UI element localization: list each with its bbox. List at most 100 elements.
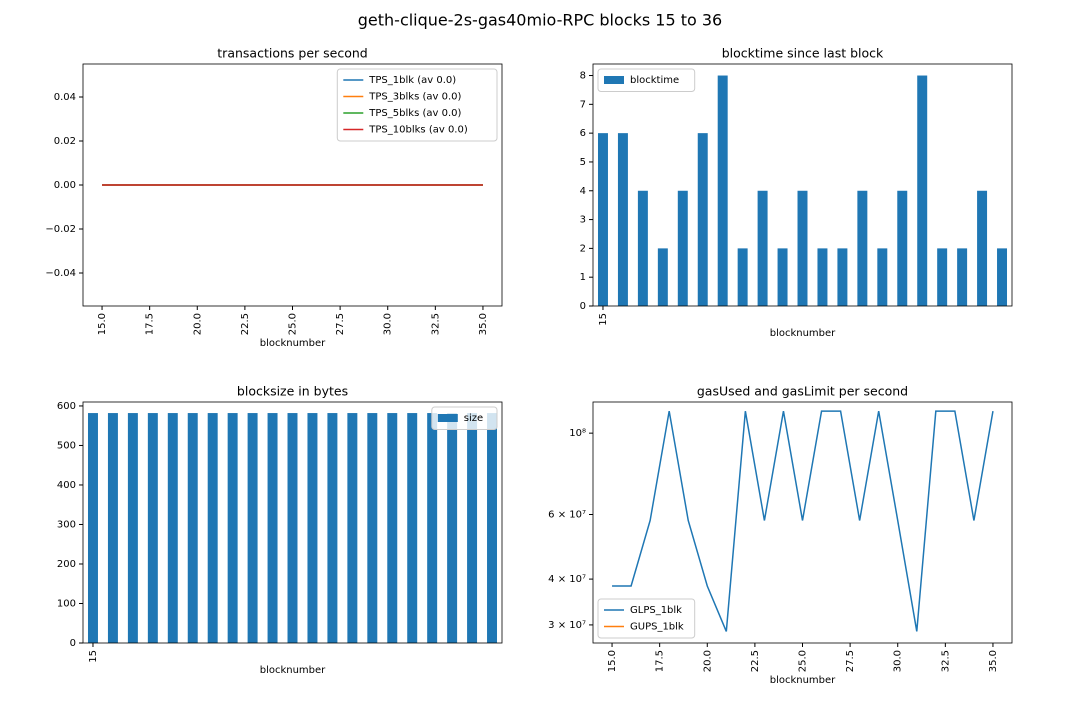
legend-label: blocktime — [630, 75, 679, 86]
x-axis-label: blocknumber — [260, 665, 326, 676]
bar — [407, 413, 418, 643]
bar — [487, 413, 498, 643]
y-tick-label: 0.00 — [54, 180, 76, 191]
bar — [617, 133, 628, 306]
y-tick-label: 4 × 10⁷ — [548, 574, 586, 585]
x-tick-label: 15.0 — [607, 650, 618, 672]
bar — [757, 190, 768, 306]
x-tick-label: 30.0 — [383, 313, 394, 335]
x-tick-label: 32.5 — [940, 650, 951, 672]
y-tick-label: 300 — [57, 519, 76, 530]
legend-swatch — [604, 76, 624, 84]
legend-box — [336, 68, 498, 142]
y-tick-label: 100 — [57, 598, 76, 609]
bar — [187, 413, 198, 643]
x-tick-label: 22.5 — [240, 313, 251, 335]
bar — [597, 133, 608, 306]
bar — [837, 248, 848, 306]
x-tick-label: 15 — [88, 650, 99, 663]
x-tick-label: 25.0 — [798, 650, 809, 672]
x-tick-label: 27.5 — [335, 313, 346, 335]
chart-title: blocksize in bytes — [237, 384, 348, 399]
bar — [877, 248, 888, 306]
bar — [977, 190, 988, 306]
x-tick-label: 17.5 — [655, 650, 666, 672]
axes-frame — [592, 63, 1013, 307]
y-tick-label: 0 — [580, 301, 586, 312]
chart-title: gasUsed and gasLimit per second — [697, 384, 908, 399]
y-tick-label: 500 — [57, 440, 76, 451]
bar — [367, 413, 378, 643]
y-tick-label: 200 — [57, 559, 76, 570]
bar — [937, 248, 948, 306]
y-tick-label: 6 × 10⁷ — [548, 510, 586, 521]
y-tick-label: 3 — [580, 215, 586, 226]
y-tick-label: −0.02 — [45, 224, 76, 235]
figure-title: geth-clique-2s-gas40mio-RPC blocks 15 to… — [358, 11, 722, 30]
legend-box — [597, 68, 696, 92]
bar — [657, 248, 668, 306]
bar — [817, 248, 828, 306]
bar — [347, 413, 358, 643]
bar — [677, 190, 688, 306]
x-tick-label: 30.0 — [893, 650, 904, 672]
y-tick-label: 0.02 — [54, 136, 76, 147]
x-tick-label: 15.0 — [97, 313, 108, 335]
legend-label: TPS_10blks (av 0.0) — [368, 125, 468, 136]
y-tick-label: 3 × 10⁷ — [548, 620, 586, 631]
bar — [387, 413, 398, 643]
bar — [857, 190, 868, 306]
y-tick-label: −0.04 — [45, 268, 76, 279]
y-tick-label: 0 — [70, 638, 76, 649]
legend-label: GLPS_1blk — [630, 605, 682, 616]
x-axis-label: blocknumber — [770, 675, 836, 686]
bar — [267, 413, 278, 643]
bar — [427, 413, 438, 643]
y-tick-label: 7 — [580, 99, 586, 110]
bar — [147, 413, 158, 643]
line — [612, 410, 994, 632]
x-axis-label: blocknumber — [770, 328, 836, 339]
x-tick-label: 20.0 — [702, 650, 713, 672]
x-tick-label: 27.5 — [845, 650, 856, 672]
y-tick-label: 0.04 — [54, 92, 76, 103]
y-tick-label: 400 — [57, 480, 76, 491]
y-tick-label: 600 — [57, 401, 76, 412]
legend-box — [431, 406, 498, 430]
bar — [917, 75, 928, 307]
bar — [957, 248, 968, 306]
x-tick-label: 22.5 — [750, 650, 761, 672]
legend-label: size — [464, 413, 483, 424]
y-tick-label: 8 — [580, 71, 586, 82]
bar — [447, 413, 458, 643]
bar — [997, 248, 1008, 306]
axes-frame — [592, 401, 1013, 644]
bar — [737, 248, 748, 306]
bar — [167, 413, 178, 643]
legend-label: GUPS_1blk — [630, 622, 684, 633]
bar — [717, 75, 728, 307]
y-tick-label: 5 — [580, 157, 586, 168]
bar — [247, 413, 258, 643]
bar — [777, 248, 788, 306]
y-tick-label: 10⁸ — [569, 428, 586, 439]
y-tick-label: 4 — [580, 186, 586, 197]
legend-label: TPS_5blks (av 0.0) — [368, 108, 461, 119]
bar — [697, 133, 708, 306]
legend-swatch — [437, 414, 458, 422]
y-tick-label: 1 — [580, 272, 586, 283]
legend-box — [597, 598, 696, 639]
x-tick-label: 35.0 — [988, 650, 999, 672]
bar — [467, 413, 478, 643]
bar — [307, 413, 318, 643]
chart-title: blocktime since last block — [722, 46, 884, 61]
x-tick-label: 17.5 — [145, 313, 156, 335]
axes-frame — [82, 401, 503, 644]
bar — [897, 190, 908, 306]
bar — [107, 413, 118, 643]
x-tick-label: 32.5 — [430, 313, 441, 335]
bar — [287, 413, 298, 643]
legend-label: TPS_1blk (av 0.0) — [368, 75, 456, 86]
axes-frame — [82, 63, 503, 307]
